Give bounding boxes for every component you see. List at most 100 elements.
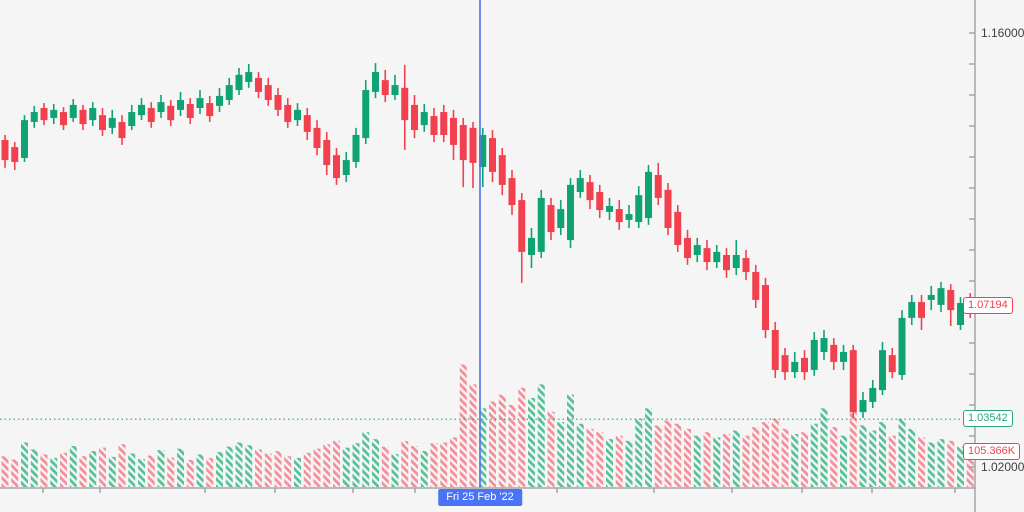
candle-body [927, 294, 935, 300]
volume-bar [469, 384, 477, 487]
candle-body [762, 285, 769, 330]
candle-body [664, 189, 672, 228]
candle-body [693, 245, 701, 255]
volume-bar [615, 435, 623, 487]
volume-bar [284, 456, 292, 487]
candle-body [459, 125, 467, 161]
volume-bar [479, 408, 487, 487]
candle-body [810, 339, 818, 370]
candle-body [79, 109, 87, 125]
candle-body [684, 237, 691, 259]
volume-bar [840, 435, 847, 487]
volume-bar [342, 447, 350, 487]
volume-bar [206, 458, 214, 487]
volume-bar [99, 447, 106, 487]
candle-body [567, 184, 574, 241]
volume-bar [849, 404, 857, 487]
volume-bar [303, 452, 311, 487]
candle-body [888, 355, 896, 373]
time-axis[interactable] [0, 487, 975, 493]
volume-bar [147, 455, 155, 487]
candle-body [11, 147, 19, 162]
candle-body [820, 338, 828, 352]
candles-layer [1, 63, 974, 419]
candle-body [391, 85, 399, 95]
candle-body [830, 344, 838, 362]
candle-body [69, 104, 77, 118]
candle-body [713, 251, 721, 263]
candle-body [216, 95, 223, 106]
volume-bar [157, 450, 165, 487]
candle-body [674, 211, 682, 246]
candle-body [21, 120, 28, 158]
volume-bar [245, 445, 253, 487]
candle-body [859, 400, 867, 413]
candle-body [654, 174, 662, 198]
volume-bar [606, 439, 613, 487]
candle-body [918, 302, 925, 318]
candle-body [323, 139, 331, 166]
volume-bar [186, 459, 194, 487]
volume-layer [1, 364, 974, 487]
volume-bar [742, 435, 750, 487]
candle-body [547, 205, 555, 233]
candle-body [157, 102, 165, 113]
candle-body [586, 182, 594, 201]
candle-body [635, 195, 643, 223]
candle-body [284, 104, 292, 122]
candle-body [625, 214, 633, 220]
volume-bar [635, 418, 643, 487]
candle-body [264, 85, 272, 100]
volume-bar [537, 384, 545, 487]
candle-body [732, 254, 740, 268]
candle-body [723, 254, 730, 271]
candle-body [469, 127, 477, 163]
volume-bar [1, 456, 9, 487]
volume-bar [528, 398, 535, 487]
volume-bar [21, 442, 28, 487]
candle-body [869, 387, 877, 402]
volume-bar [752, 427, 760, 487]
volume-bar [274, 451, 282, 487]
volume-bar [50, 457, 58, 487]
volume-bar [927, 442, 935, 487]
volume-bar [30, 449, 38, 487]
candle-body [206, 103, 214, 117]
candle-body [372, 72, 379, 92]
volume-bar [216, 452, 223, 487]
candle-body [401, 87, 409, 121]
candle-body [440, 112, 448, 135]
candle-body [801, 357, 808, 373]
volume-bar [557, 422, 565, 487]
candle-body [528, 237, 535, 255]
volume-bar [879, 422, 886, 487]
volume-bar [869, 430, 877, 487]
volume-bar [723, 433, 730, 487]
volume-bar [89, 451, 97, 487]
volume-bar [11, 459, 19, 487]
candle-body [255, 77, 262, 92]
volume-bar [703, 432, 711, 487]
candle-body [771, 329, 779, 370]
y-axis-top-label: 1.16000 [981, 26, 1024, 40]
volume-bar [898, 418, 906, 487]
volume-bar [108, 456, 116, 487]
candle-body [508, 178, 516, 206]
volume-bar [625, 440, 633, 487]
volume-badge: 105.366K [963, 443, 1021, 460]
volume-bar [401, 441, 409, 487]
candle-body [498, 155, 506, 185]
candle-body [645, 171, 652, 219]
candle-body [898, 317, 906, 375]
candle-body [118, 121, 126, 139]
volume-bar [167, 457, 175, 487]
candle-body [908, 302, 916, 318]
candle-body [50, 109, 58, 118]
candle-body [937, 288, 945, 305]
candle-body [235, 74, 243, 91]
volume-bar [820, 408, 828, 487]
volume-bar [450, 437, 457, 487]
volume-bar [225, 446, 233, 487]
